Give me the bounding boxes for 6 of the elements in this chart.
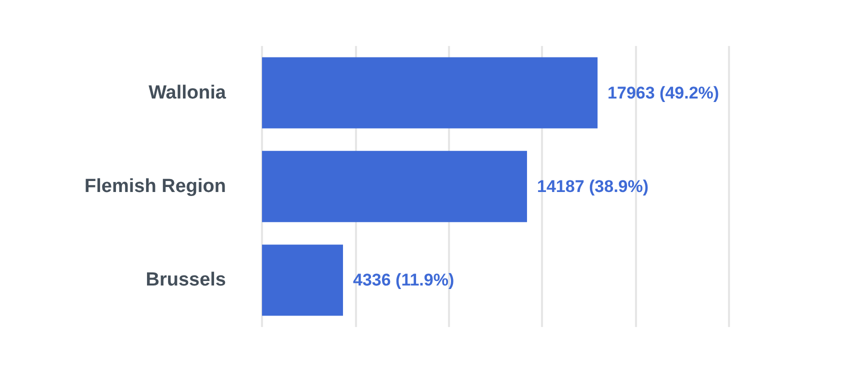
y-tick-label: Wallonia bbox=[148, 82, 226, 104]
y-tick-label: Brussels bbox=[146, 270, 226, 291]
data-label: 4336 (11.9%) bbox=[352, 270, 454, 290]
y-tick-label: Flemish Region bbox=[84, 176, 226, 197]
data-label: 14187 (38.9%) bbox=[537, 177, 649, 196]
data-label: 17963 (49.2%) bbox=[608, 83, 720, 102]
